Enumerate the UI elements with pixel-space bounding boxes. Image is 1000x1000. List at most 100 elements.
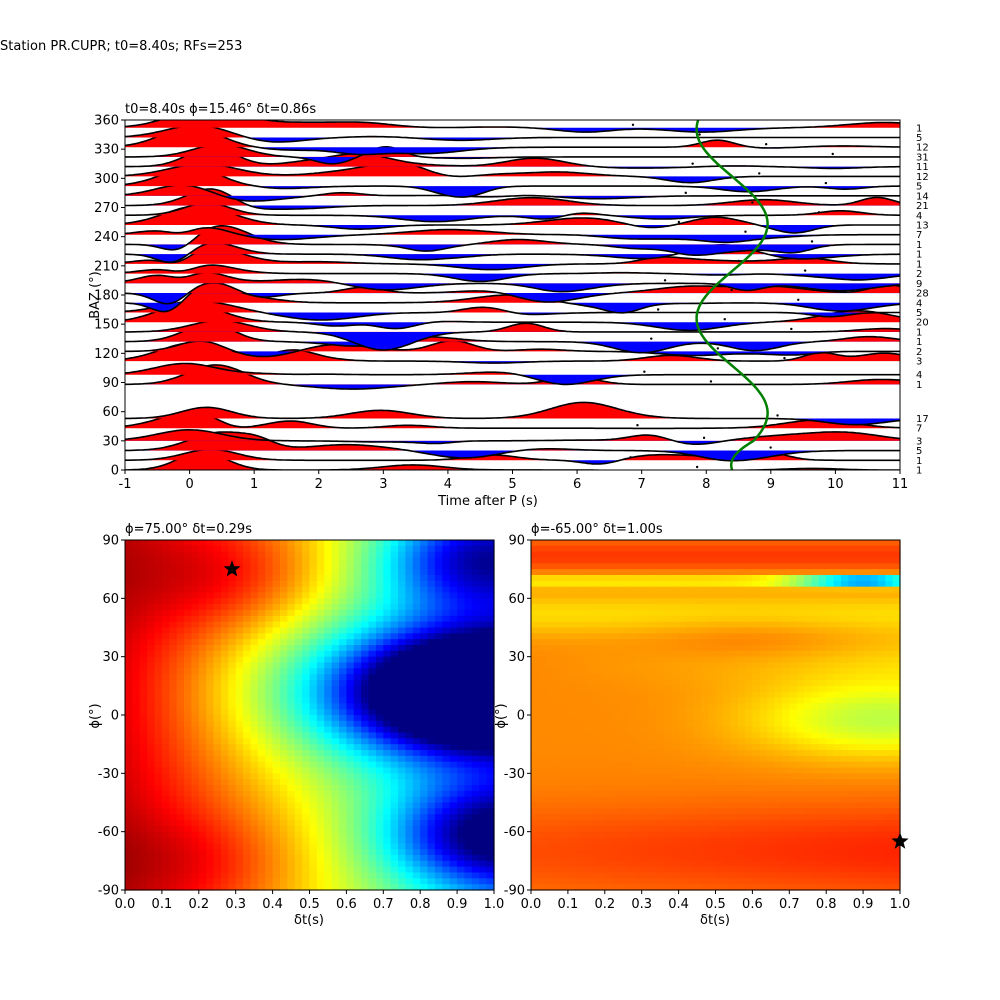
energy-map-left-cell: [125, 849, 133, 856]
energy-map-left-cell: [479, 738, 488, 745]
rf-trace-line: [125, 188, 900, 210]
energy-map-right-cell: [597, 697, 606, 704]
energy-map-left-cell: [228, 837, 237, 844]
energy-map-left-cell: [420, 761, 429, 769]
energy-map-right-cell: [567, 662, 576, 669]
energy-map-right-cell: [715, 697, 724, 704]
energy-map-left-cell: [442, 604, 451, 611]
energy-map-right-cell: [582, 720, 591, 728]
energy-map-right-cell: [531, 685, 539, 693]
energy-map-left-cell: [206, 820, 215, 827]
energy-map-right-cell: [567, 604, 576, 611]
energy-map-left-cell: [316, 691, 325, 699]
energy-map-left-cell: [294, 586, 303, 594]
energy-map-left-cell: [213, 831, 222, 839]
energy-map-right-cell: [560, 551, 569, 559]
energy-map-left-cell: [184, 621, 193, 629]
energy-map-right-cell: [590, 586, 599, 594]
energy-map-right-cell: [685, 843, 694, 850]
energy-map-right-cell: [582, 685, 591, 693]
energy-map-left-cell: [368, 790, 377, 798]
energy-map-left-cell: [147, 639, 156, 646]
energy-map-left-cell: [434, 586, 443, 594]
energy-map-right-cell: [538, 545, 547, 553]
rf-count-label: 5: [916, 133, 922, 144]
energy-map-right-cell: [612, 557, 621, 564]
energy-map-left-cell: [294, 843, 303, 850]
energy-map-left-cell: [213, 802, 222, 809]
energy-map-left-cell: [339, 709, 347, 716]
energy-map-left-cell: [132, 656, 141, 664]
energy-map-right-cell: [582, 545, 591, 553]
energy-map-left-cell: [375, 621, 384, 629]
energy-map-right-cell: [531, 761, 539, 769]
energy-map-left-cell: [191, 715, 200, 722]
energy-map-left-y-tick-label: 90: [102, 534, 119, 549]
energy-map-left-cell: [383, 662, 392, 669]
energy-map-left-cell: [213, 569, 222, 576]
energy-map-left-cell: [279, 615, 288, 623]
energy-map-left-cell: [405, 569, 414, 576]
energy-map-right-cell: [575, 773, 584, 780]
energy-map-left-cell: [368, 773, 377, 780]
rf-count-label: 7: [916, 424, 922, 435]
energy-map-left-cell: [324, 709, 333, 716]
energy-map-left-cell: [405, 866, 414, 874]
energy-map-right-cell: [641, 720, 650, 728]
energy-map-left-cell: [294, 633, 303, 640]
energy-map-left-cell: [457, 796, 466, 804]
energy-map-left-cell: [302, 808, 311, 815]
energy-map-left-cell: [250, 831, 259, 839]
energy-map-left-cell: [471, 633, 480, 640]
energy-map-left-cell: [427, 720, 436, 728]
energy-map-left-cell: [361, 720, 370, 728]
energy-map-left-cell: [272, 790, 281, 798]
energy-map-right-cell: [730, 551, 739, 559]
energy-map-right-cell: [678, 592, 687, 599]
energy-map-left-cell: [176, 656, 185, 664]
energy-map-right-cell: [649, 808, 658, 815]
energy-map-left-cell: [220, 610, 229, 617]
energy-map-left-cell: [471, 703, 480, 710]
rf-trace-line: [125, 364, 900, 390]
energy-map-left-cell: [449, 621, 458, 629]
energy-map-right-cell: [597, 802, 606, 809]
energy-map-left-cell: [139, 866, 148, 874]
energy-map-left-cell: [361, 545, 370, 553]
energy-map-left-cell: [390, 662, 399, 669]
rf-trace-marker: [797, 298, 800, 301]
energy-map-right-cell: [575, 697, 584, 704]
energy-map-left-cell: [457, 755, 466, 763]
energy-map-left-cell: [361, 750, 370, 757]
energy-map-left-cell: [361, 802, 370, 809]
energy-map-left-cell: [316, 615, 325, 623]
energy-map-right-cell: [685, 831, 694, 839]
energy-map-right-cell: [590, 755, 599, 763]
energy-map-left-cell: [265, 540, 274, 547]
energy-map-left-cell: [368, 866, 377, 874]
energy-map-left-cell: [353, 586, 362, 594]
energy-map-left-cell: [316, 808, 325, 815]
energy-map-left-cell: [235, 837, 244, 844]
energy-map-right-cell: [531, 808, 539, 815]
energy-map-left-cell: [427, 615, 436, 623]
energy-map-left-cell: [213, 575, 222, 582]
energy-map-left-cell: [184, 872, 193, 879]
energy-map-right-cell: [531, 598, 539, 605]
energy-map-left-cell: [265, 598, 274, 605]
energy-map-left-cell: [154, 697, 163, 704]
energy-map-left-cell: [220, 802, 229, 809]
energy-map-left-cell: [287, 785, 296, 792]
energy-map-left-cell: [228, 674, 237, 681]
energy-map-left-cell: [302, 540, 311, 547]
rf-count-label: 4: [916, 211, 922, 222]
energy-map-right-cell: [553, 790, 562, 798]
energy-map-left-cell: [368, 703, 377, 710]
energy-map-right-cell: [538, 808, 547, 815]
energy-map-right-cell: [538, 633, 547, 640]
energy-map-right-cell: [538, 820, 547, 827]
energy-map-left-cell: [184, 545, 193, 553]
energy-map-left-cell: [442, 755, 451, 763]
energy-map-left-cell: [390, 866, 399, 874]
energy-map-left-cell: [398, 633, 407, 640]
